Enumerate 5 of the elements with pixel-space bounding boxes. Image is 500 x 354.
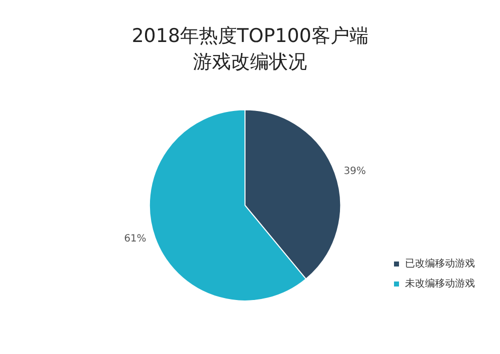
chart-title: 2018年热度TOP100客户端游戏改编状况: [132, 25, 368, 73]
legend-label: 已改编移动游戏: [405, 258, 475, 270]
legend-label: 未改编移动游戏: [405, 278, 475, 290]
data-label: 61%: [124, 234, 146, 245]
data-label: 39%: [344, 166, 366, 178]
